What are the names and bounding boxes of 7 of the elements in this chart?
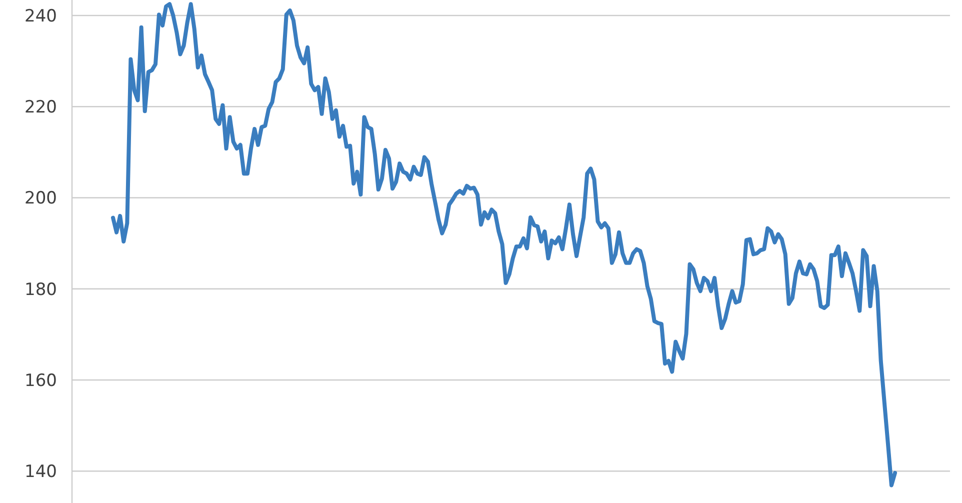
y-tick-label: 240 (24, 6, 57, 26)
y-tick-label: 160 (24, 370, 57, 391)
y-tick-label: 200 (24, 188, 57, 209)
y-tick-label: 180 (24, 280, 57, 300)
y-tick-label: 140 (24, 462, 57, 482)
y-tick-label: 220 (24, 98, 57, 118)
line-series (111, 2, 897, 488)
